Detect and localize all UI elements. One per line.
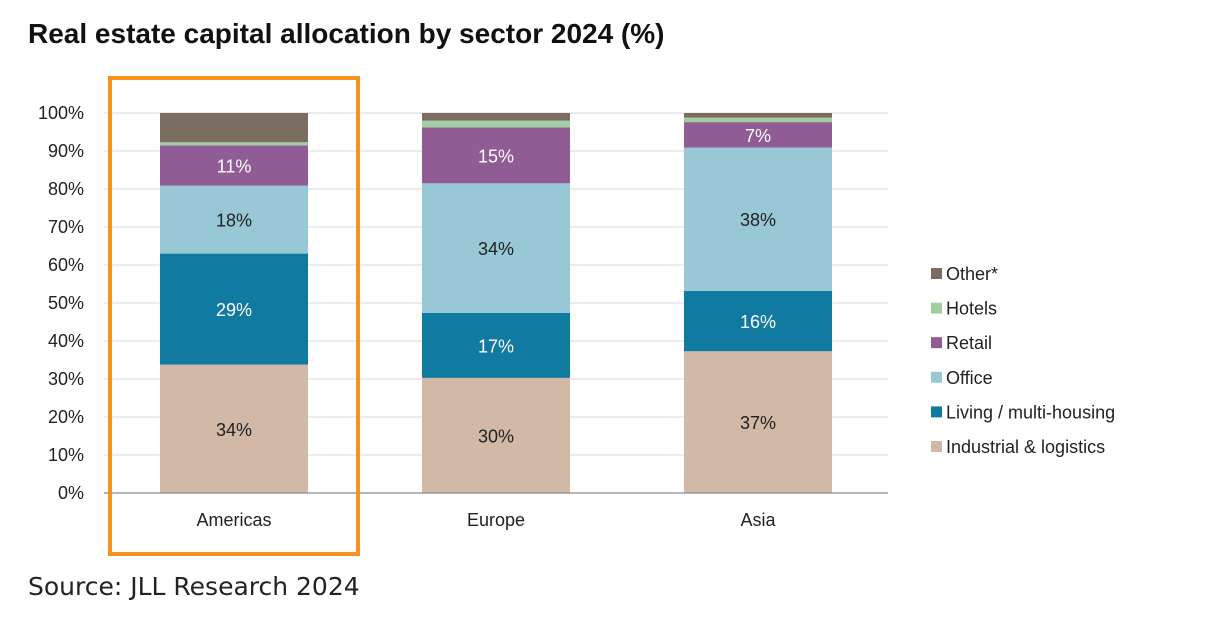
bar-segment	[422, 312, 570, 378]
y-tick-label: 10%	[48, 445, 84, 465]
legend-label: Living / multi-housing	[946, 402, 1115, 422]
data-label: 18%	[216, 211, 252, 231]
source-note: Source: JLL Research 2024	[28, 572, 360, 601]
data-label: 34%	[216, 420, 252, 440]
bar-segment	[422, 120, 570, 128]
x-category-label: Asia	[740, 510, 776, 530]
x-category-label: Europe	[467, 510, 525, 530]
data-label: 15%	[478, 146, 514, 166]
y-tick-label: 50%	[48, 293, 84, 313]
data-label: 38%	[740, 210, 776, 230]
highlight-box	[108, 76, 360, 556]
data-label: 11%	[217, 156, 252, 176]
bar-segment	[160, 113, 308, 143]
bar-segment	[160, 142, 308, 146]
bar-segment	[422, 183, 570, 313]
legend-swatch	[931, 337, 942, 349]
data-label: 30%	[478, 426, 514, 446]
y-tick-label: 60%	[48, 255, 84, 275]
y-tick-label: 70%	[48, 217, 84, 237]
y-tick-label: 0%	[58, 483, 84, 503]
legend-swatch	[931, 302, 942, 314]
legend-swatch	[931, 371, 942, 383]
data-label: 17%	[478, 336, 514, 356]
bar-segment	[422, 113, 570, 121]
bar-segment	[684, 290, 832, 352]
legend-label: Retail	[946, 333, 992, 353]
bar-segment	[684, 122, 832, 148]
y-tick-label: 90%	[48, 141, 84, 161]
y-tick-label: 100%	[38, 103, 84, 123]
y-tick-label: 20%	[48, 407, 84, 427]
legend-label: Office	[946, 368, 993, 388]
data-label: 37%	[740, 413, 776, 433]
data-label: 34%	[478, 239, 514, 259]
legend-swatch	[931, 406, 942, 418]
bar-segment	[160, 253, 308, 365]
data-label: 16%	[740, 312, 776, 332]
chart-title: Real estate capital allocation by sector…	[28, 18, 665, 49]
bar-segment	[684, 113, 832, 118]
legend-label: Hotels	[946, 299, 997, 319]
bar-segment	[684, 351, 832, 493]
y-tick-label: 80%	[48, 179, 84, 199]
bar-segment	[160, 185, 308, 254]
bar-segment	[160, 145, 308, 186]
legend-label: Other*	[946, 264, 998, 284]
x-category-label: Americas	[196, 510, 271, 530]
bar-segment	[684, 117, 832, 123]
y-tick-label: 40%	[48, 331, 84, 351]
legend-label: Industrial & logistics	[946, 437, 1105, 457]
legend-swatch	[931, 441, 942, 452]
bar-segment	[160, 364, 308, 493]
y-tick-label: 30%	[48, 369, 84, 389]
bar-segment	[422, 377, 570, 493]
bar-segment	[422, 127, 570, 184]
data-label: 7%	[745, 126, 771, 146]
legend-swatch	[931, 268, 942, 279]
bar-segment	[684, 147, 832, 291]
data-label: 29%	[216, 300, 252, 320]
